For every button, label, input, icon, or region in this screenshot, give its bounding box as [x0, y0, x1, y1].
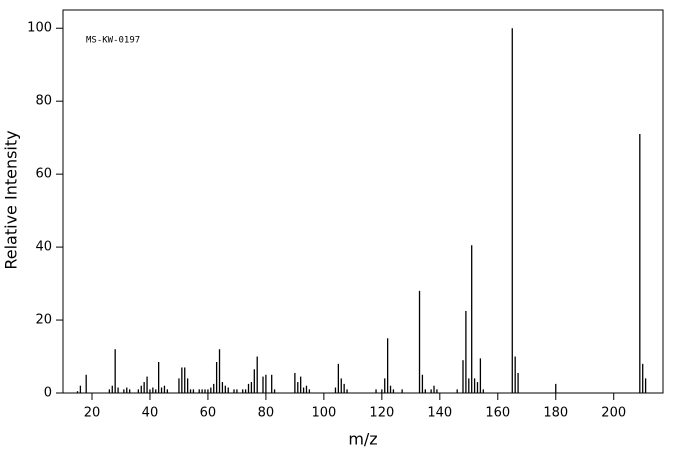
y-tick-label: 40 [35, 240, 52, 255]
y-axis-label: Relative Intensity [2, 130, 21, 269]
x-tick-label: 200 [601, 406, 626, 421]
y-tick-label: 0 [44, 386, 52, 401]
x-tick-label: 160 [485, 406, 510, 421]
y-tick-label: 100 [27, 21, 52, 36]
x-tick-label: 60 [200, 406, 217, 421]
x-tick-label: 140 [427, 406, 452, 421]
y-tick-label: 60 [35, 167, 52, 182]
x-tick-label: 80 [258, 406, 275, 421]
annotation: MS-KW-0197 [86, 36, 140, 46]
y-tick-label: 80 [35, 94, 52, 109]
x-tick-label: 120 [369, 406, 394, 421]
x-tick-label: 180 [543, 406, 568, 421]
x-axis-label: m/z [348, 430, 377, 449]
x-tick-label: 40 [142, 406, 159, 421]
x-tick-label: 20 [84, 406, 101, 421]
plot-frame [62, 9, 664, 394]
y-tick-label: 20 [35, 313, 52, 328]
x-tick-label: 100 [311, 406, 336, 421]
